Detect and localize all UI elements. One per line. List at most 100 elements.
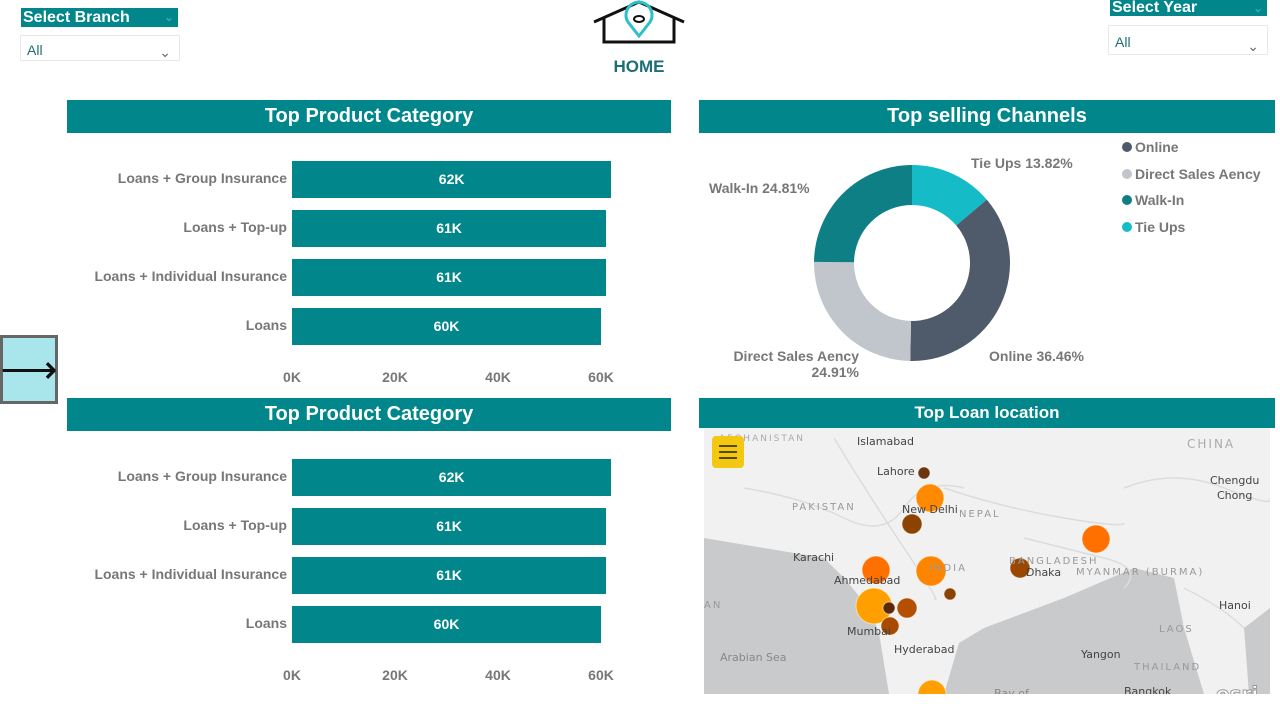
location-bubble[interactable] xyxy=(861,555,891,585)
map-menu-button[interactable] xyxy=(712,436,744,468)
bar-category-label: Loans + Group Insurance xyxy=(117,468,287,484)
location-bubble[interactable] xyxy=(917,466,931,480)
legend-label: Walk-In xyxy=(1135,192,1185,209)
donut-data-label: Direct Sales Aency 24.91% xyxy=(733,348,859,380)
bar-data-label: 62K xyxy=(438,469,465,485)
location-bubble[interactable] xyxy=(1009,557,1031,579)
bar-data-label: 61K xyxy=(436,518,462,534)
legend-dot xyxy=(1122,195,1132,206)
x-tick-label: 40K xyxy=(485,369,511,385)
x-tick-label: 20K xyxy=(382,369,408,385)
legend-dot xyxy=(1122,168,1132,179)
top-product-category-chart-1: Top Product Category Loans + Group Insura… xyxy=(67,100,671,395)
map-label-islamabad: Islamabad xyxy=(857,435,914,448)
bar[interactable]: 61K xyxy=(292,259,607,296)
legend-item[interactable]: Walk-In xyxy=(1122,187,1261,214)
bar[interactable]: 62K xyxy=(292,459,612,496)
location-bubble[interactable] xyxy=(1081,524,1111,554)
map-label-mumbai: Mumbai xyxy=(847,625,891,638)
bar-category-label: Loans + Top-up xyxy=(183,219,287,235)
location-bubble[interactable] xyxy=(882,601,896,615)
top-selling-channels-chart: Top selling Channels Online Direct Sales … xyxy=(699,100,1275,395)
map-label-myanmar: MYANMAR (BURMA) xyxy=(1076,567,1204,578)
bar-category-label: Loans + Group Insurance xyxy=(117,170,287,186)
location-bubble[interactable] xyxy=(901,513,923,535)
bar-data-label: 61K xyxy=(436,220,462,236)
map-label-arabian-sea: Arabian Sea xyxy=(720,651,787,664)
donut-data-label: Walk-In 24.81% xyxy=(709,180,810,196)
chart-title: Top selling Channels xyxy=(699,100,1275,133)
top-product-category-chart-2: Top Product Category Loans + Group Insura… xyxy=(67,398,671,693)
x-tick-label: 0K xyxy=(283,369,301,385)
map-label-afghanistan: AFGHANISTAN xyxy=(719,434,805,444)
legend-item[interactable]: Direct Sales Aency xyxy=(1122,161,1261,188)
map-label-india: INDIA xyxy=(929,563,967,574)
bar[interactable]: 60K xyxy=(292,606,601,643)
map-label-hanoi: Hanoi xyxy=(1219,599,1251,612)
map-label-bangladesh: BANGLADESH xyxy=(1009,556,1098,567)
bar-data-label: 60K xyxy=(433,318,460,334)
donut-data-label: Online 36.46% xyxy=(989,348,1084,364)
map-label-karachi: Karachi xyxy=(793,551,834,564)
map-title: Top Loan location xyxy=(699,398,1275,428)
map-canvas[interactable]: AFGHANISTAN Islamabad Lahore PAKISTAN New De… xyxy=(704,428,1270,694)
year-dropdown[interactable]: All ⌄ xyxy=(1108,25,1268,55)
map-label-bay-of: Bay of xyxy=(994,687,1030,694)
chart-title: Top Product Category xyxy=(67,100,671,133)
legend-item[interactable]: Online xyxy=(1122,134,1261,161)
location-bubble[interactable] xyxy=(943,587,957,601)
branch-dropdown[interactable]: All ⌄ xyxy=(20,35,180,61)
legend-item[interactable]: Tie Ups xyxy=(1122,214,1261,241)
donut-slice-tie-ups[interactable] xyxy=(912,165,987,226)
donut-data-label: Tie Ups 13.82% xyxy=(971,155,1073,171)
location-bubble[interactable] xyxy=(896,597,918,619)
top-loan-location-map: Top Loan location AFGHANISTAN Islamabad La… xyxy=(699,398,1275,695)
arrow-right-icon: ⟶ xyxy=(0,347,58,392)
legend: Online Direct Sales Aency Walk-In Tie Ups xyxy=(1122,134,1261,240)
bar-category-label: Loans xyxy=(245,615,287,631)
bar-category-label: Loans + Top-up xyxy=(183,517,287,533)
location-bubble[interactable] xyxy=(880,616,900,636)
legend-dot xyxy=(1122,142,1132,153)
donut-slice-online[interactable] xyxy=(910,199,1010,361)
location-bubble[interactable] xyxy=(917,679,947,694)
year-dropdown-value: All xyxy=(1115,34,1131,50)
home-button[interactable]: HOME xyxy=(590,0,688,76)
map-label-new-delhi: New Delhi xyxy=(902,503,958,516)
map-label-esri: esri xyxy=(1216,682,1258,694)
donut-slice-walk-in[interactable] xyxy=(814,165,912,263)
next-page-button[interactable]: ⟶ xyxy=(0,335,58,404)
donut-slice-direct-sales-aency[interactable] xyxy=(814,261,911,361)
bar-category-label: Loans xyxy=(245,317,287,333)
bar-data-label: 61K xyxy=(436,567,462,583)
x-tick-label: 60K xyxy=(588,667,614,683)
chevron-down-icon: ⌄ xyxy=(1252,1,1263,15)
map-label-an: AN xyxy=(704,600,722,611)
bar[interactable]: 62K xyxy=(292,161,612,198)
bar-data-label: 60K xyxy=(433,616,460,632)
x-tick-label: 0K xyxy=(283,667,301,683)
map-label-chengdu: Chengdu xyxy=(1210,474,1259,487)
map-label-bangkok: Bangkok xyxy=(1124,685,1172,694)
bar-data-label: 62K xyxy=(438,171,465,187)
location-bubble[interactable] xyxy=(915,483,945,513)
x-tick-label: 60K xyxy=(588,369,614,385)
bar[interactable]: 61K xyxy=(292,508,607,545)
map-label-yangon: Yangon xyxy=(1080,648,1121,661)
bar-data-label: 61K xyxy=(436,269,462,285)
bar[interactable]: 61K xyxy=(292,557,607,594)
home-location-icon xyxy=(593,0,685,44)
map-label-laos: LAOS xyxy=(1159,624,1194,635)
legend-label: Online xyxy=(1135,139,1179,156)
bar-category-label: Loans + Individual Insurance xyxy=(94,268,287,284)
map-label-thailand: THAILAND xyxy=(1133,662,1201,673)
bar[interactable]: 61K xyxy=(292,210,607,247)
map-label-nepal: NEPAL xyxy=(959,509,1001,520)
hamburger-icon xyxy=(719,445,737,459)
bar[interactable]: 60K xyxy=(292,308,601,345)
branch-slicer-title: Select Branch ⌄ xyxy=(21,8,178,27)
chart-title: Top Product Category xyxy=(67,398,671,431)
location-bubble[interactable] xyxy=(915,555,947,587)
home-label: HOME xyxy=(613,57,665,76)
map-label-lahore: Lahore xyxy=(877,465,915,478)
